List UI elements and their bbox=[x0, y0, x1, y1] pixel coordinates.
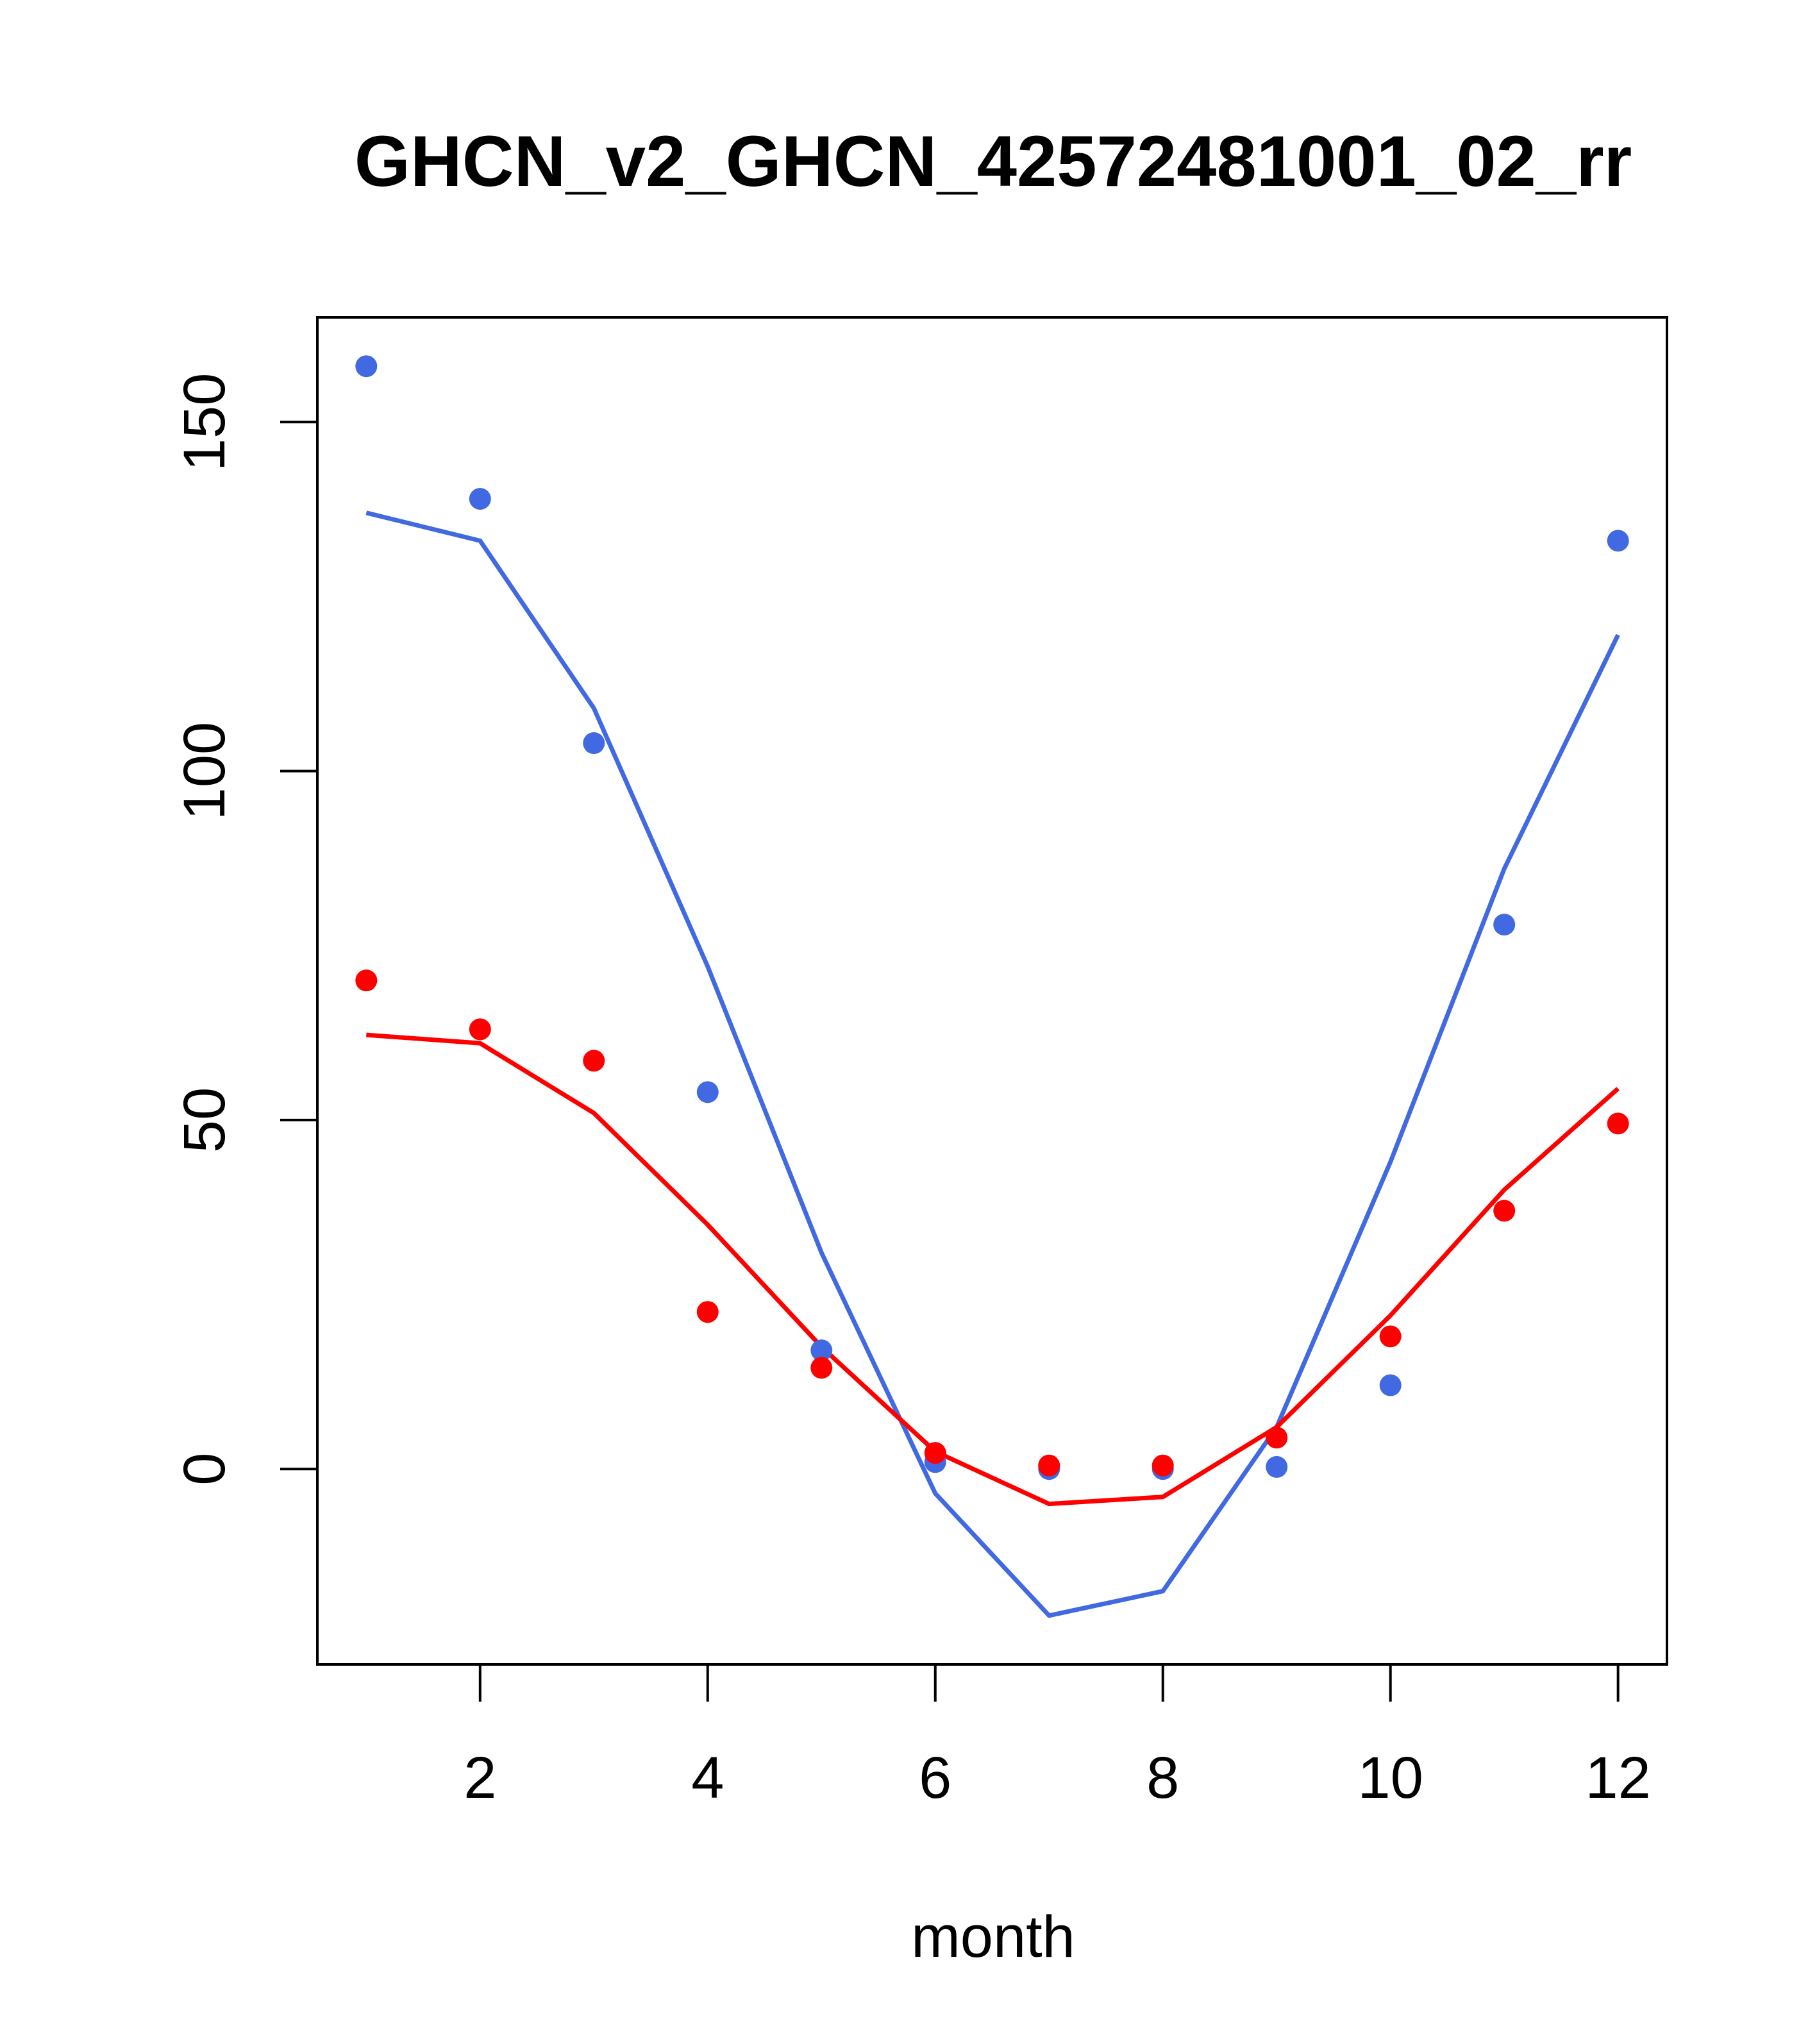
y-tick-label: 150 bbox=[172, 373, 237, 472]
series-2-point bbox=[1266, 1427, 1288, 1449]
series-2-point bbox=[810, 1357, 833, 1379]
series-1-point bbox=[810, 1339, 833, 1362]
series-2-point bbox=[696, 1301, 719, 1323]
series-1-point bbox=[469, 488, 491, 510]
series-2-point bbox=[469, 1018, 491, 1041]
x-axis: 2 4 6 8 10 12 bbox=[464, 1663, 1651, 1811]
series-1-point bbox=[355, 355, 378, 378]
series-2-point bbox=[1493, 1200, 1516, 1222]
series-2-point bbox=[1379, 1325, 1402, 1348]
y-tick-label: 0 bbox=[172, 1453, 237, 1486]
series-1-point bbox=[696, 1081, 719, 1103]
series-1-point bbox=[1607, 530, 1629, 552]
series-1-point bbox=[1266, 1455, 1288, 1478]
series-2-point bbox=[1607, 1112, 1629, 1135]
series-2-point bbox=[1038, 1454, 1060, 1477]
x-tick-label: 8 bbox=[1146, 1745, 1179, 1811]
y-tick-label: 100 bbox=[172, 722, 237, 821]
x-tick-label: 6 bbox=[919, 1745, 951, 1811]
chart-title: GHCN_v2_GHCN_42572481001_02_rr bbox=[355, 121, 1632, 201]
x-tick-label: 4 bbox=[691, 1745, 724, 1811]
y-axis: 0 50 100 150 bbox=[172, 373, 319, 1486]
x-tick-label: 2 bbox=[464, 1745, 496, 1811]
plot-frame bbox=[316, 316, 1668, 1666]
series-2-line bbox=[366, 1032, 1620, 1507]
series-1-point bbox=[1493, 914, 1516, 936]
series-2-point bbox=[924, 1442, 946, 1464]
x-axis-label: month bbox=[911, 1904, 1075, 1970]
series-1-point bbox=[583, 732, 605, 755]
series-layer bbox=[355, 355, 1629, 1618]
series-2-point bbox=[583, 1050, 605, 1072]
x-tick-label: 10 bbox=[1358, 1745, 1423, 1811]
series-1-point bbox=[1379, 1374, 1402, 1396]
x-tick-label: 12 bbox=[1586, 1745, 1651, 1811]
series-2-point bbox=[355, 969, 378, 992]
series-2-point bbox=[1151, 1454, 1174, 1477]
y-tick-label: 50 bbox=[172, 1087, 237, 1153]
series-1-line bbox=[365, 510, 1620, 1618]
